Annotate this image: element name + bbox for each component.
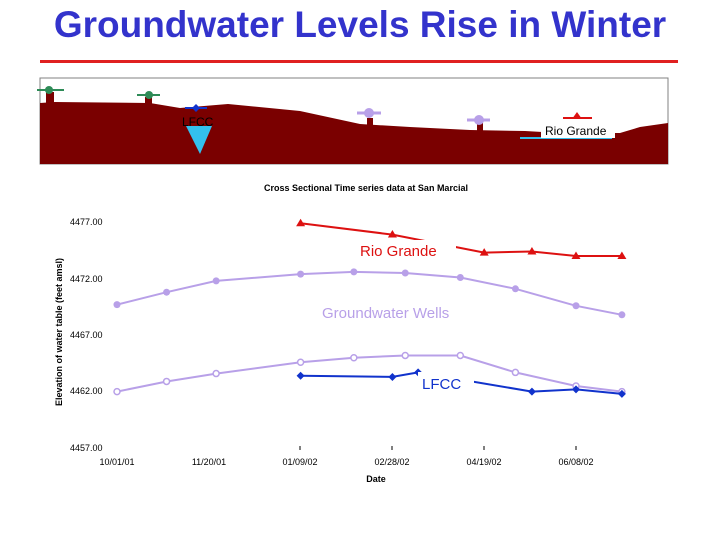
data-point-circle [572,302,580,310]
annotation-rio-grande: Rio Grande [360,243,437,260]
x-tick-label: 06/08/02 [558,457,593,467]
well-casing-3 [367,118,373,126]
x-tick-label: 11/20/01 [192,457,226,467]
data-point-triangle [527,247,537,255]
data-point-circle [162,377,171,386]
data-point-triangle [296,218,306,227]
well-marker-lavender-2 [467,115,490,125]
annotation-groundwater-wells: Groundwater Wells [322,305,449,322]
data-point-diamond [296,371,305,380]
y-tick-label: 4477.00 [70,217,103,227]
data-point-circle [296,358,305,366]
data-point-circle [212,277,220,285]
cross-section-rio-grande-label: Rio Grande [545,124,607,138]
data-point-triangle [617,251,627,260]
y-tick-label: 4457.00 [70,443,103,453]
data-point-circle [618,311,626,319]
data-point-circle [113,387,121,396]
data-point-diamond [388,372,397,381]
data-point-triangle [479,248,489,256]
x-tick-label: 04/19/02 [466,457,501,467]
y-tick-label: 4467.00 [70,330,103,340]
y-axis-label: Elevation of water table (feet amsl) [54,258,64,406]
y-tick-label: 4462.00 [70,386,103,396]
x-tick-label: 01/09/02 [282,457,317,467]
rio-grande-level-marker [563,112,592,119]
lfcc-annotation-bg [418,372,474,394]
cross-section-lfcc-label: LFCC [182,115,214,129]
data-point-diamond [617,389,626,398]
data-point-triangle [387,230,397,238]
data-point-circle [511,368,520,377]
data-point-diamond [527,387,536,396]
chart-title: Cross Sectional Time series data at San … [264,183,468,193]
data-point-circle [456,351,465,360]
lfcc-level-marker [185,104,207,112]
series-line [116,354,623,393]
terrain-profile [40,102,668,164]
data-point-circle [350,268,358,276]
series-line [300,371,622,395]
series-line [116,270,623,316]
x-tick-label: 02/28/02 [374,457,409,467]
x-tick-label: 10/01/01 [99,457,134,467]
data-point-circle [511,285,519,293]
rio-grande-annotation-bg [356,240,456,260]
data-point-circle [163,288,171,296]
data-point-circle [212,369,220,378]
data-point-circle [297,270,305,278]
data-point-circle [113,301,121,309]
green-well-marker-2 [137,91,160,99]
well-casing-4 [477,123,483,131]
title-divider [40,60,678,63]
data-point-circle [456,274,464,281]
data-point-diamond [572,385,580,394]
series-line [300,222,622,257]
data-point-circle [401,269,409,277]
rio-grande-label-bg [541,122,615,138]
cross-section-diagram: LFCC Rio Grande [37,77,669,165]
x-axis-label: Date [366,474,386,484]
well-marker-lavender-1 [357,108,381,118]
chart-series-layer [113,218,627,398]
groundwater-annotation-bg [318,302,488,322]
well-casing-2 [145,97,152,106]
well-casing-1 [46,92,54,103]
data-point-circle [350,353,358,362]
data-point-circle [401,351,410,360]
green-well-marker-1 [37,86,64,94]
lfcc-channel [186,126,212,154]
y-tick-label: 4472.00 [70,274,103,284]
data-point-triangle [571,251,581,260]
annotation-lfcc: LFCC [422,376,461,393]
slide-title: Groundwater Levels Rise in Winter [53,4,667,45]
